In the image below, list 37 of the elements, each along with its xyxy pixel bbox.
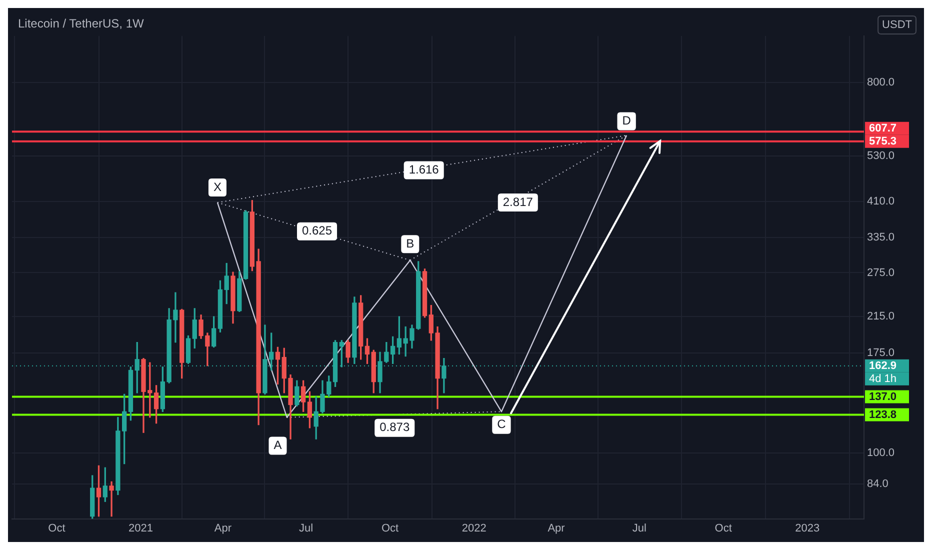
annotation: D [622,114,632,128]
y-tick-label: 410.0 [867,196,895,208]
x-tick-label: 2021 [128,522,153,534]
ref-line-label: 123.8 [869,408,897,421]
y-tick-label: 335.0 [867,232,895,244]
annotation: 2.817 [502,194,534,209]
candlestick [109,481,114,517]
annotation: X [213,180,222,194]
y-axis-title: USDT [882,19,912,32]
x-tick-label: 2022 [462,522,486,534]
x-tick-label: Apr [548,522,566,534]
x-tick-label: 2023 [795,522,820,534]
x-tick-label: Apr [214,522,232,534]
ref-line-label: 137.0 [869,390,897,403]
annotation: 1.616 [408,162,440,177]
y-tick-label: 800.0 [867,76,895,89]
x-tick-label: Oct [48,522,66,534]
y-tick-label: 175.0 [867,347,895,360]
text: 4d 1h [869,372,897,385]
y-tick-label: 100.0 [867,446,895,459]
annotation: A [274,438,282,452]
x-tick-label: Jul [632,522,646,534]
y-tick-label: 530.0 [867,150,895,162]
x-tick-label: Jul [299,522,314,534]
ref-line-label: 575.3 [869,135,897,148]
y-tick-label: 215.0 [867,310,895,323]
annotation: 0.873 [380,420,410,434]
annotation: 0.625 [302,224,332,238]
x-tick-label: Oct [381,522,399,534]
annotation: B [406,236,414,250]
x-tick-label: Oct [714,522,732,534]
ref-line-label: 607.7 [869,122,897,134]
ref-line-label: 162.9 [869,360,897,372]
chart-title: Litecoin / TetherUS, 1W [18,16,145,30]
y-tick-label: 84.0 [867,478,888,490]
annotation: C [497,417,506,432]
y-tick-label: 275.0 [867,266,895,279]
